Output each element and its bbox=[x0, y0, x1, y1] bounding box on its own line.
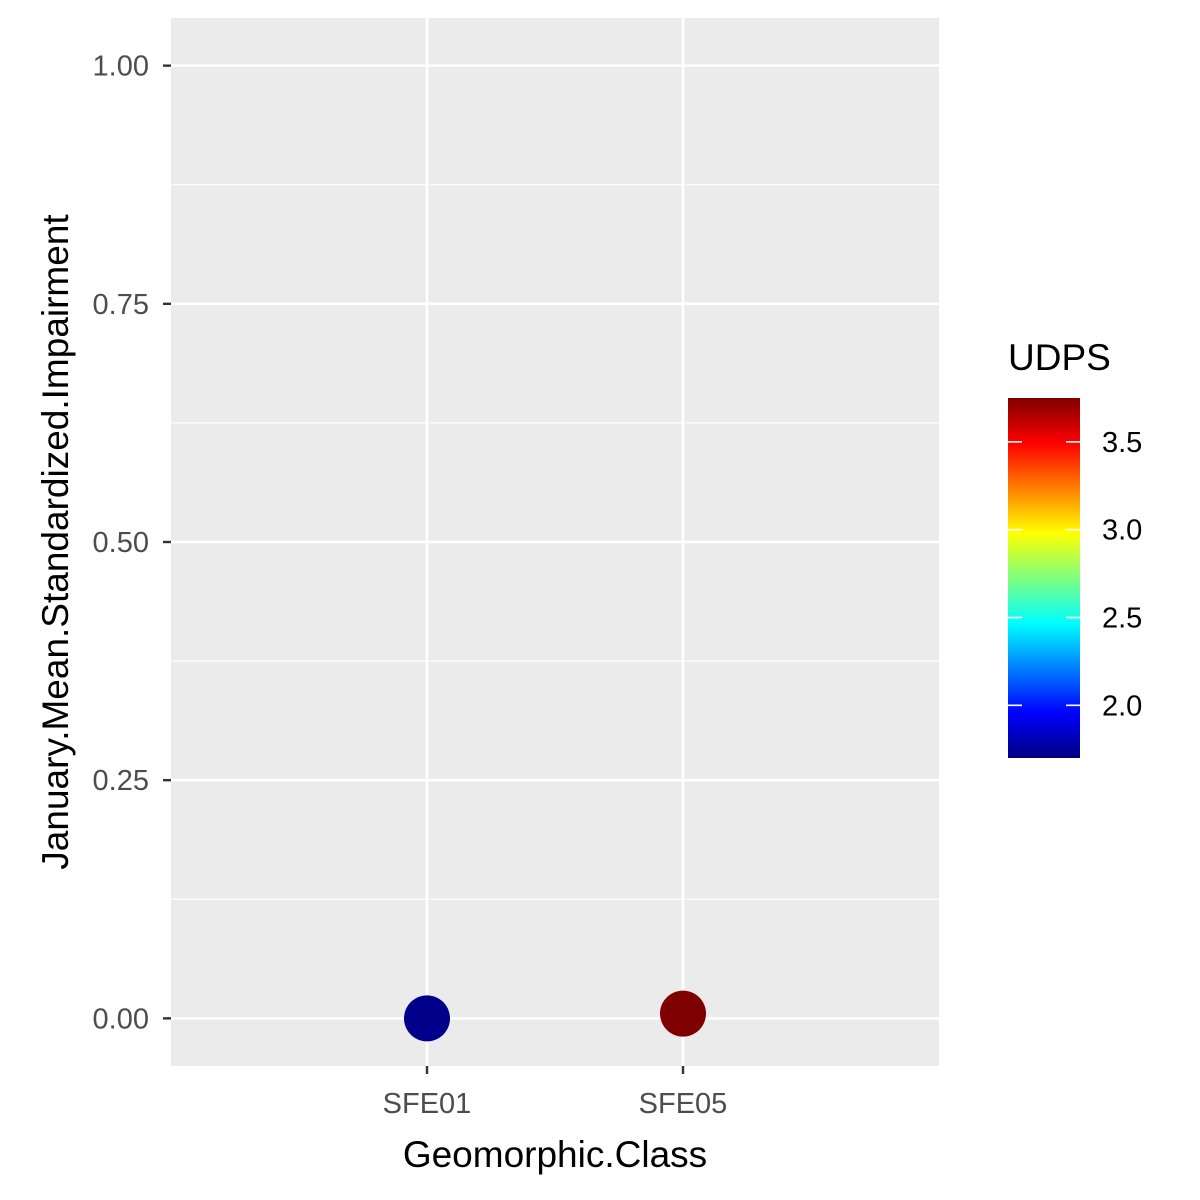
legend-title: UDPS bbox=[1008, 337, 1111, 378]
color-legend: UDPS 2.0 2.5 3.0 3.5 bbox=[1008, 337, 1142, 758]
x-tick-label: SFE01 bbox=[383, 1088, 472, 1120]
y-tick-label: 1.00 bbox=[93, 51, 149, 83]
x-tick-label: SFE05 bbox=[639, 1088, 728, 1120]
x-axis: SFE01 SFE05 bbox=[383, 1066, 728, 1120]
legend-tick-label: 3.0 bbox=[1102, 515, 1142, 547]
colorbar bbox=[1008, 398, 1080, 758]
legend-tick-label: 2.5 bbox=[1102, 603, 1142, 635]
y-tick-label: 0.75 bbox=[93, 289, 149, 321]
legend-ticks: 2.0 2.5 3.0 3.5 bbox=[1008, 427, 1142, 722]
minor-gridlines bbox=[171, 184, 939, 900]
data-point bbox=[660, 990, 706, 1037]
legend-tick-label: 2.0 bbox=[1102, 690, 1142, 722]
y-tick-label: 0.50 bbox=[93, 527, 149, 559]
y-axis: 0.00 0.25 0.50 0.75 1.00 bbox=[93, 51, 171, 1035]
x-axis-title: Geomorphic.Class bbox=[403, 1134, 707, 1175]
major-gridlines bbox=[171, 18, 939, 1066]
data-points bbox=[404, 990, 706, 1042]
y-tick-label: 0.00 bbox=[93, 1003, 149, 1035]
legend-tick-label: 3.5 bbox=[1102, 427, 1142, 459]
y-tick-label: 0.25 bbox=[93, 765, 149, 797]
data-point bbox=[404, 995, 450, 1042]
y-axis-title: January.Mean.Standardized.Impairment bbox=[35, 214, 76, 870]
